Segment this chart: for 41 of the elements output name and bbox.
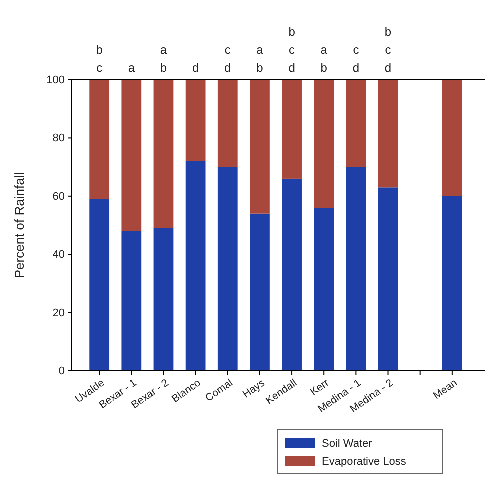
bar [314,208,334,371]
bar [442,80,462,196]
y-axis-title: Percent of Rainfall [12,172,27,279]
bar [314,80,334,208]
bar [154,228,174,371]
bar [186,161,206,371]
text: a b [320,43,328,75]
y-tick-label: 60 [52,190,65,203]
bar [218,80,238,168]
bar [442,196,462,371]
bar [90,80,110,200]
text: c d [224,43,232,75]
text: c d [352,43,360,75]
bar [282,80,302,179]
bar [250,214,270,371]
bar [282,178,302,371]
bar [378,188,398,371]
text: b c d [288,25,296,75]
y-tick-label: 20 [52,307,65,320]
bar [122,231,142,371]
bar [218,167,238,371]
y-tick-label: 80 [52,132,65,145]
bar [250,80,270,214]
bar [186,80,206,162]
text: a b [160,43,168,75]
bar [346,80,366,168]
text: a b [256,43,264,75]
bar [154,80,174,228]
bar [90,199,110,371]
text: b c [96,43,104,75]
bar [378,80,398,188]
y-tick-label: 40 [52,249,65,262]
bar [122,80,142,232]
legend-label: Soil Water [322,438,373,450]
text: a [128,61,136,75]
y-tick-label: 100 [46,74,65,87]
legend-label: Evaporative Loss [322,456,407,468]
y-tick-label: 0 [58,366,65,378]
text: d [192,61,200,75]
bar [346,167,366,371]
text: b c d [384,25,392,75]
